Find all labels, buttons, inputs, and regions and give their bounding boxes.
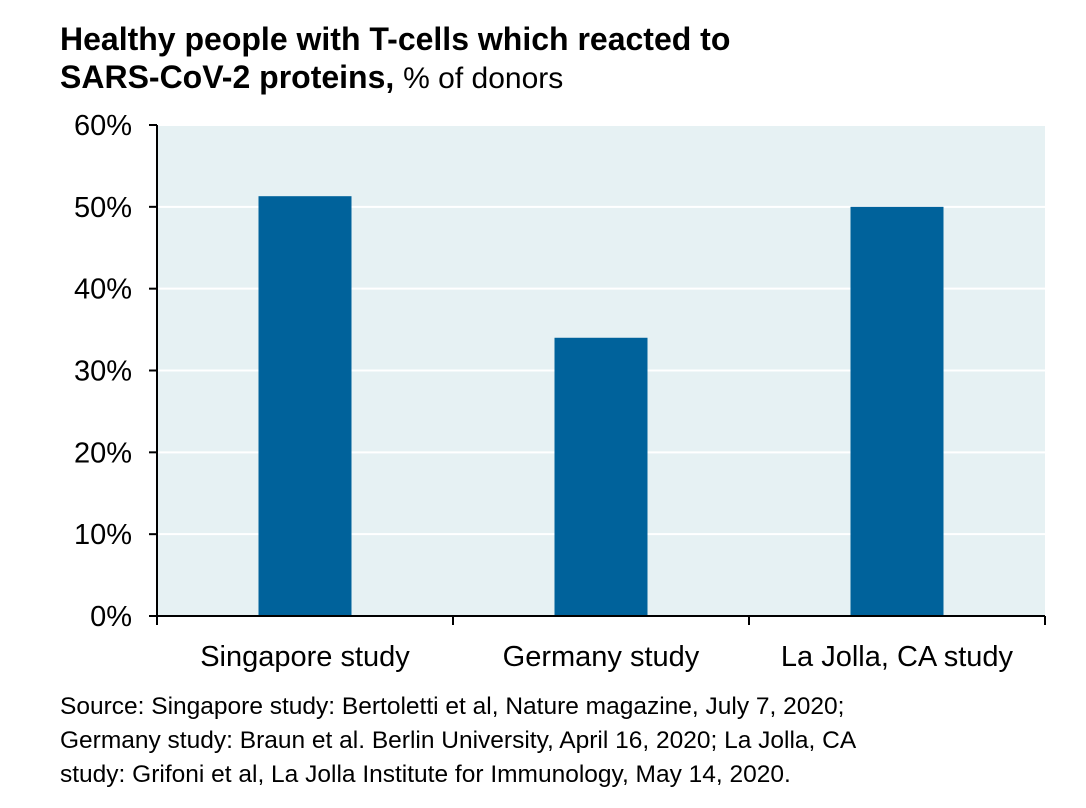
y-tick-label-3: 30%: [74, 356, 132, 388]
x-category-label-2: La Jolla, CA study: [781, 641, 1014, 673]
chart-title-main: SARS-CoV-2 proteins,: [60, 59, 395, 95]
bar-la-jolla-ca-study: [850, 206, 944, 617]
source-note: Source: Singapore study: Bertoletti et a…: [60, 690, 1070, 792]
bar-germany-study: [554, 337, 648, 616]
y-tick-label-5: 50%: [74, 192, 132, 224]
bar-chart: 0% 10% 20% 30% 40% 50% 60% Singapore study Germa…: [74, 110, 1046, 673]
chart-title-line-2: SARS-CoV-2 proteins, % of donors: [60, 58, 1060, 98]
y-tick-label-2: 20%: [74, 437, 132, 469]
source-line-1: Source: Singapore study: Bertoletti et a…: [60, 693, 845, 720]
x-category-label-0: Singapore study: [200, 641, 410, 673]
source-line-3: study: Grifoni et al, La Jolla Institute…: [60, 761, 791, 788]
y-tick-label-1: 10%: [74, 519, 132, 551]
y-tick-label-0: 0%: [90, 601, 132, 633]
chart-title: Healthy people with T-cells which reacte…: [60, 20, 1060, 98]
x-category-label-1: Germany study: [503, 641, 700, 673]
chart-title-unit: % of donors: [403, 62, 564, 95]
source-line-2: Germany study: Braun et al. Berlin Unive…: [60, 727, 857, 754]
y-tick-label-6: 60%: [74, 110, 132, 142]
bar-singapore-study: [258, 196, 352, 616]
y-tick-label-4: 40%: [74, 274, 132, 306]
chart-title-line-1: Healthy people with T-cells which reacte…: [60, 21, 731, 57]
